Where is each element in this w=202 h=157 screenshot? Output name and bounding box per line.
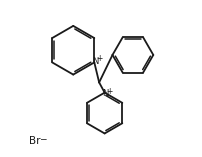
Text: +: + (95, 54, 102, 63)
Text: N: N (101, 89, 108, 98)
Text: N: N (92, 57, 98, 66)
Text: Br: Br (29, 136, 41, 146)
Text: +: + (105, 87, 112, 96)
Text: −: − (39, 134, 46, 143)
